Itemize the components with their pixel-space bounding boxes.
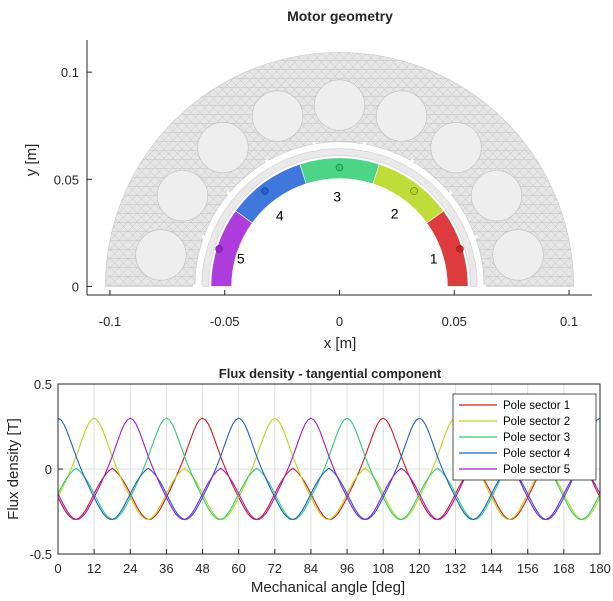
stator-slot xyxy=(375,90,428,142)
top-y-ticks: 0 0.05 0.1 xyxy=(54,65,92,294)
bottom-x-tick-label: 72 xyxy=(268,561,282,576)
stator-slot xyxy=(430,121,482,174)
bottom-x-ticks: 0 12 24 36 48 60 72 84 96 108 120 132 144 156 168 180 xyxy=(54,549,611,576)
top-x-axis-label: x [m] xyxy=(324,335,357,352)
bottom-x-tick-label: 108 xyxy=(372,561,394,576)
slot-opening xyxy=(226,191,235,200)
series-line-2 xyxy=(58,417,600,521)
top-y-tick-label: 0.1 xyxy=(61,65,79,80)
bottom-y-tick-label: 0 xyxy=(45,462,52,477)
bottom-x-tick-label: 48 xyxy=(195,561,209,576)
top-y-tick-label: 0.05 xyxy=(54,172,79,187)
sector-label-5: 5 xyxy=(237,251,245,267)
bottom-x-axis-label: Mechanical angle [deg] xyxy=(251,579,405,596)
motor-geometry-chart: Motor geometry 1 2 3 4 5 -0.1 -0.05 0 0.05 0.1 0… xyxy=(23,8,592,352)
stator-slot xyxy=(251,90,304,142)
bottom-x-tick-label: 132 xyxy=(445,561,467,576)
slot-opening xyxy=(468,234,478,241)
airgap-region xyxy=(201,148,478,287)
stator-slot xyxy=(156,170,209,222)
sector-point-5 xyxy=(215,245,223,253)
slot-opening xyxy=(201,234,211,241)
top-chart-title: Motor geometry xyxy=(287,8,393,24)
top-x-tick-label: -0.1 xyxy=(99,314,121,329)
bottom-x-tick-label: 60 xyxy=(231,561,245,576)
stator-slot xyxy=(313,79,366,131)
legend-entry-3: Pole sector 3 xyxy=(503,432,570,444)
sector-point-4 xyxy=(261,187,269,195)
bottom-chart-title: Flux density - tangential component xyxy=(219,366,442,381)
pole-sector-5 xyxy=(210,210,253,287)
bottom-x-tick-label: 168 xyxy=(553,561,575,576)
stator-slot xyxy=(197,121,249,174)
legend-entry-1: Pole sector 1 xyxy=(503,400,570,412)
top-x-tick-label: 0.05 xyxy=(442,314,467,329)
bottom-y-axis-label: Flux density [T] xyxy=(5,418,22,520)
sector-point-1 xyxy=(456,245,464,253)
bottom-y-tick-label: -0.5 xyxy=(30,547,52,562)
slot-opening xyxy=(444,191,453,200)
top-x-tick-label: 0.1 xyxy=(560,314,578,329)
bottom-x-tick-label: 36 xyxy=(159,561,173,576)
legend: Pole sector 1 Pole sector 2 Pole sector 3 P… xyxy=(452,393,597,481)
legend-entry-4: Pole sector 4 xyxy=(503,448,571,460)
bottom-x-tick-label: 96 xyxy=(340,561,354,576)
legend-entry-2: Pole sector 2 xyxy=(503,416,570,428)
sector-label-2: 2 xyxy=(391,206,399,222)
stator-region xyxy=(105,51,574,287)
top-x-tick-label: -0.05 xyxy=(210,314,240,329)
slot-opening xyxy=(264,158,272,168)
slot-opening xyxy=(361,141,367,152)
slot-opening xyxy=(312,141,318,152)
sector-label-3: 3 xyxy=(333,188,341,204)
bottom-x-tick-label: 0 xyxy=(54,561,61,576)
top-x-ticks: -0.1 -0.05 0 0.05 0.1 xyxy=(99,290,578,329)
stator-slot xyxy=(470,170,523,222)
top-y-axis-label: y [m] xyxy=(23,144,40,177)
bottom-x-tick-label: 180 xyxy=(589,561,611,576)
flux-density-chart: Flux density - tangential component 0 12 2… xyxy=(5,366,611,596)
sector-point-3 xyxy=(335,163,344,172)
bottom-x-tick-label: 24 xyxy=(123,561,137,576)
bottom-x-tick-label: 84 xyxy=(304,561,318,576)
stator-slot xyxy=(135,229,187,281)
bottom-y-tick-label: 0.5 xyxy=(34,377,52,392)
stator-slot xyxy=(492,229,544,281)
bottom-x-tick-label: 156 xyxy=(517,561,539,576)
bottom-x-tick-label: 120 xyxy=(408,561,430,576)
sector-label-4: 4 xyxy=(276,208,284,224)
legend-entry-5: Pole sector 5 xyxy=(503,464,570,476)
bottom-y-ticks: -0.5 0 0.5 xyxy=(30,377,63,562)
top-y-tick-label: 0 xyxy=(72,279,79,294)
sector-label-1: 1 xyxy=(430,251,438,267)
bottom-x-tick-label: 12 xyxy=(87,561,101,576)
bottom-x-tick-label: 144 xyxy=(481,561,503,576)
sector-point-2 xyxy=(410,187,418,195)
motor-mesh xyxy=(105,51,574,288)
pole-sectors: 1 2 3 4 5 xyxy=(210,157,469,287)
slot-opening xyxy=(407,158,415,168)
top-x-tick-label: 0 xyxy=(336,314,343,329)
